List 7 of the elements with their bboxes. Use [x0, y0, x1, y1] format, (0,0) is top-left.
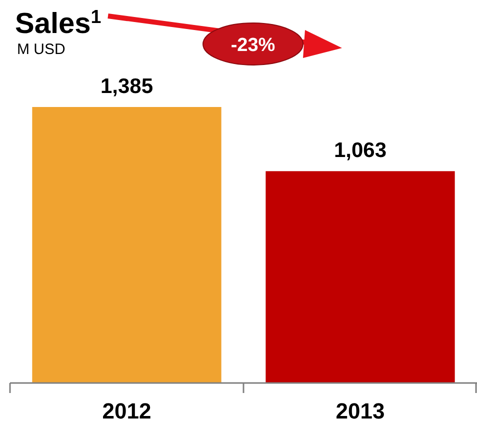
chart-title: Sales$^{1}$	[15, 6, 102, 40]
data-label: 1,385	[100, 75, 154, 98]
data-label: 1,063	[334, 139, 387, 162]
text: -23%	[230, 35, 276, 56]
x-tick-label: 2013	[336, 398, 385, 424]
chart-subtitle: M USD	[17, 41, 66, 58]
x-tick-label: 2012	[102, 398, 152, 424]
